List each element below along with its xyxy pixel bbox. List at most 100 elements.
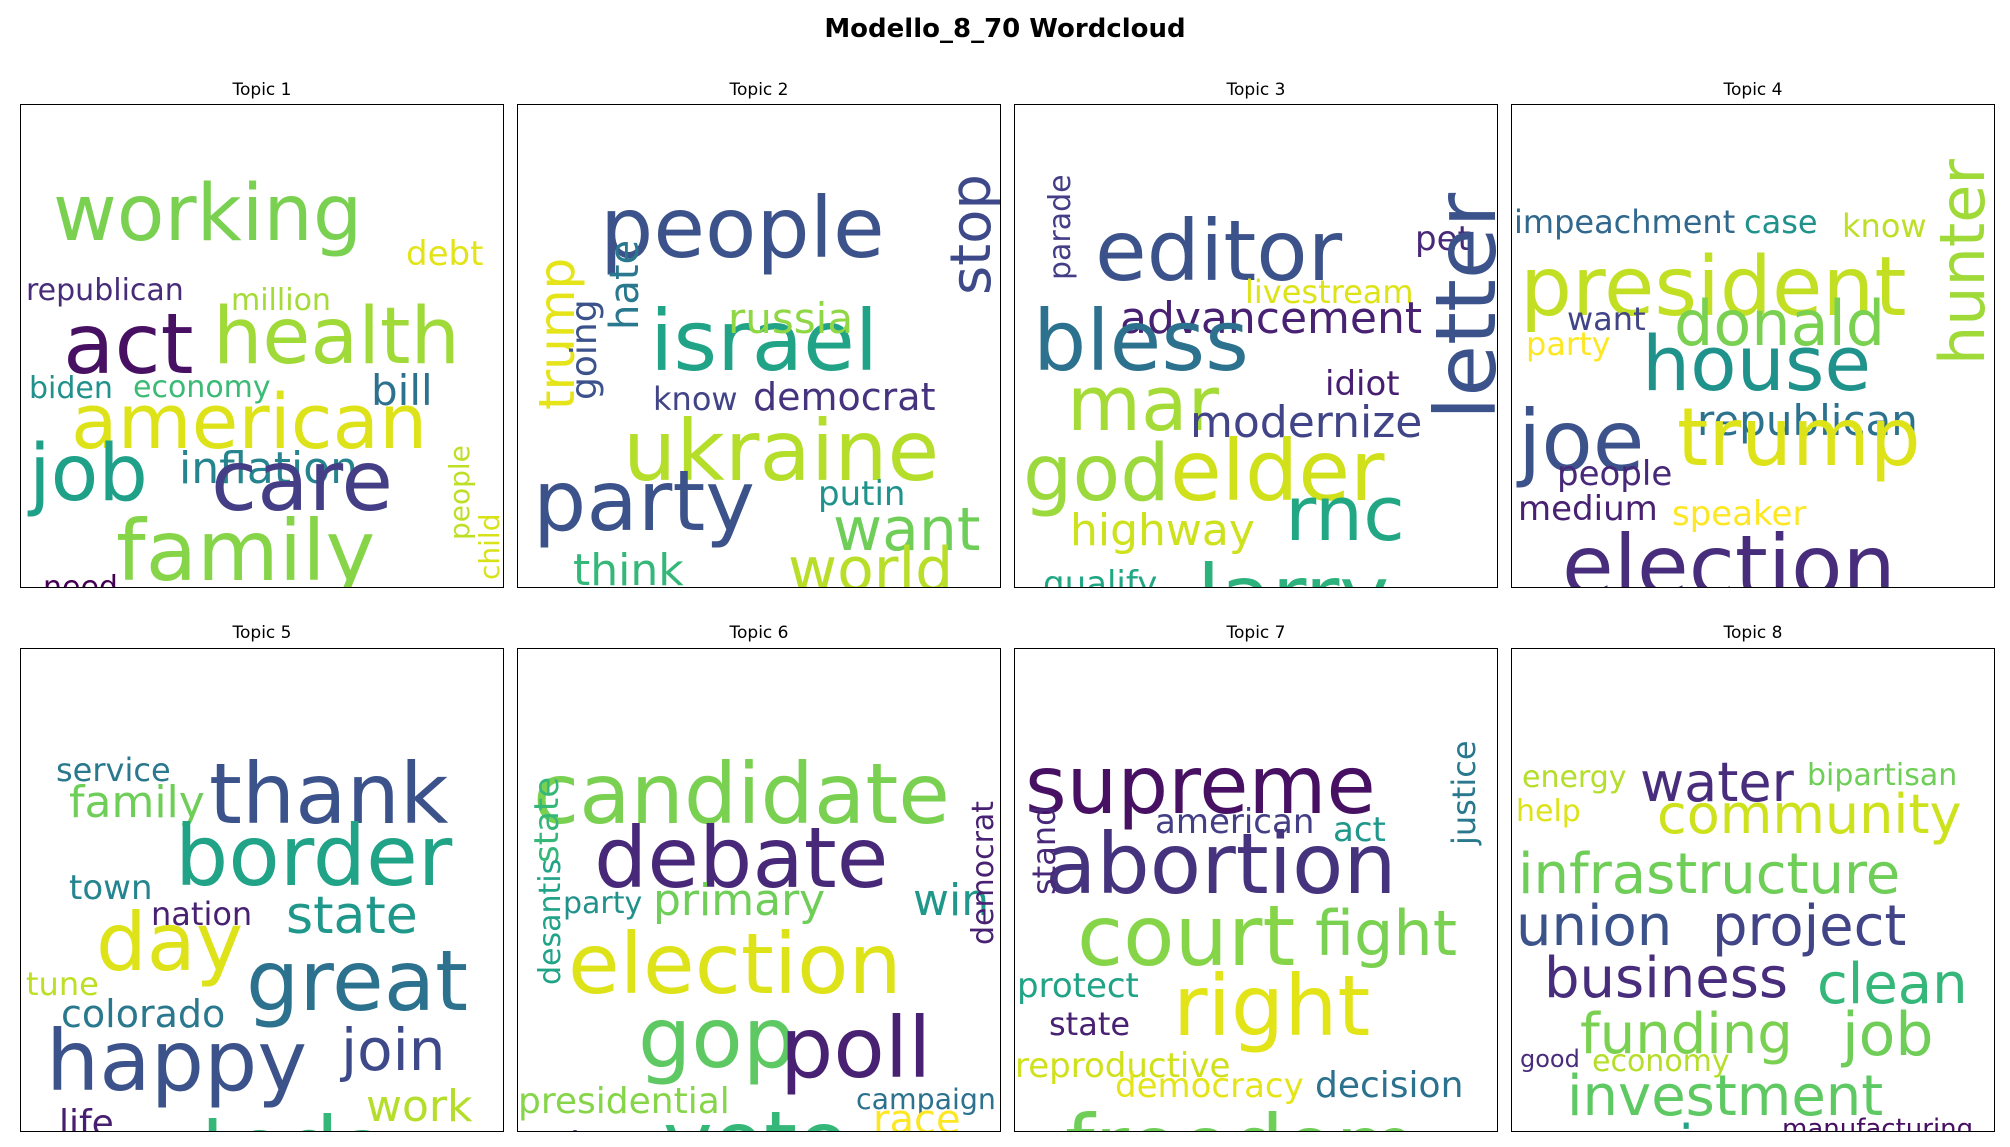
word-letter: letter (1417, 192, 1497, 420)
word-president: president (1520, 240, 1907, 335)
wordcloud-panel-topic-8: energy water bipartisan help community infras… (1511, 648, 1995, 1132)
word-state: state (286, 886, 418, 946)
word-family: family (116, 502, 375, 587)
word-highway: highway (1070, 505, 1255, 556)
word-state: state (1049, 1005, 1130, 1043)
word-american: american (71, 377, 427, 466)
wordcloud-svg: energy water bipartisan help communityinfras… (1516, 751, 1973, 1131)
word-state: state (527, 777, 567, 863)
word-service: service (56, 751, 171, 789)
word-child: child (473, 514, 503, 580)
word-case: case (1744, 203, 1818, 241)
word-medium: medium (1518, 489, 1658, 529)
word-idiot: idiot (1325, 364, 1400, 404)
word-care: care (211, 432, 393, 530)
word-party: party (533, 452, 755, 550)
word-abortion: abortion (1045, 815, 1397, 913)
word-stand: stand (1025, 806, 1063, 895)
word-poll: poll (780, 999, 931, 1097)
word-vote: vote (663, 1093, 849, 1131)
word-justice: justice (1445, 740, 1483, 846)
word-right: right (1173, 957, 1370, 1055)
word-people: people (1557, 454, 1672, 494)
word-court: court (1077, 887, 1295, 985)
word-business: business (1544, 946, 1788, 1011)
wordcloud-panel-topic-3: parade editor pet livestream advancement lett… (1014, 104, 1498, 588)
word-work: work (366, 1081, 473, 1131)
word-rnc: rnc (1285, 469, 1405, 558)
word-election: election (568, 915, 902, 1013)
word-year: year (291, 579, 466, 587)
word-want: want (1567, 300, 1646, 338)
panel-title-topic-2: Topic 2 (729, 80, 789, 100)
word-stop: stop (939, 174, 1000, 295)
word-know: know (1842, 207, 1927, 245)
word-win: win (913, 875, 989, 926)
word-job: job (27, 429, 148, 519)
word-family: family (69, 777, 205, 828)
word-israel: israel (650, 292, 878, 390)
word-infrastructure: infrastructure (1518, 842, 1900, 907)
word-people: people (443, 445, 476, 540)
word-energy: energy (1522, 760, 1627, 795)
word-help: help (1516, 794, 1581, 829)
word-working: working (53, 169, 362, 259)
word-presidential: presidential (518, 1081, 730, 1122)
word-race: race (873, 1097, 961, 1131)
word-supreme: supreme (1025, 739, 1376, 832)
word-hate: hate (602, 240, 648, 330)
word-house: house (1642, 319, 1871, 408)
word-desantis: desantis (533, 859, 568, 985)
word-election: election (1562, 517, 1896, 587)
word-god: god (1023, 429, 1170, 519)
word-bipartisan: bipartisan (1807, 758, 1957, 793)
word-editor: editor (1095, 202, 1343, 300)
word-need: need (43, 570, 118, 587)
word-community: community (1657, 783, 1962, 846)
wordcloud-svg: parade editor petlivestreamadvancementlett… (1023, 174, 1497, 587)
word-trump: trump (528, 258, 586, 410)
word-campaign: campaign (856, 1083, 996, 1116)
word-candidate: candidate (533, 745, 950, 843)
word-day: day (96, 896, 243, 989)
word-bill: bill (371, 366, 433, 415)
word-protect: protect (1017, 966, 1139, 1006)
word-join: join (339, 1016, 445, 1084)
word-good: good (1520, 1045, 1580, 1073)
wordcloud-panel-topic-5: yearservicethankfamilybordertownnationst… (20, 648, 504, 1132)
wordcloud-panel-topic-4: impeachment case know president hunter want do… (1511, 104, 1995, 588)
word-debt: debt (406, 234, 483, 274)
panel-title-topic-3: Topic 3 (1226, 80, 1286, 100)
word-ukraine: ukraine (623, 402, 939, 500)
word-impeachment: impeachment (1514, 203, 1735, 241)
word-parade: parade (1043, 174, 1078, 280)
panel-title-topic-6: Topic 6 (729, 623, 789, 643)
word-freedom: freedom (1065, 1097, 1417, 1131)
wordcloud-svg: supreme justice american actabortionstandco… (1015, 739, 1483, 1131)
word-economy: economy (133, 370, 271, 405)
word-think: think (573, 545, 684, 587)
word-elder: elder (1170, 422, 1385, 520)
word-funding: funding (1580, 1002, 1793, 1067)
word-joe: joe (1516, 392, 1644, 490)
word-economy: economy (1592, 1044, 1730, 1079)
word-putin: putin (818, 474, 905, 514)
word-pet: pet (1415, 219, 1471, 259)
word-clean: clean (1817, 952, 1968, 1017)
word-border: border (175, 807, 453, 905)
word-party: party (1526, 325, 1611, 363)
panel-title-topic-4: Topic 4 (1723, 80, 1783, 100)
word-water: water (1640, 751, 1795, 814)
word-democrat: democrat (753, 375, 935, 419)
word-party: party (563, 886, 642, 921)
word-happy: happy (46, 1012, 307, 1110)
word-project: project (1712, 894, 1906, 959)
panel-title-topic-7: Topic 7 (1226, 623, 1286, 643)
panel-title-topic-8: Topic 8 (1723, 623, 1783, 643)
word-job: job (1840, 1000, 1933, 1070)
word-investment: investment (1567, 1064, 1883, 1129)
word-nation: nation (151, 895, 252, 933)
word-mar: mar (1067, 359, 1220, 448)
